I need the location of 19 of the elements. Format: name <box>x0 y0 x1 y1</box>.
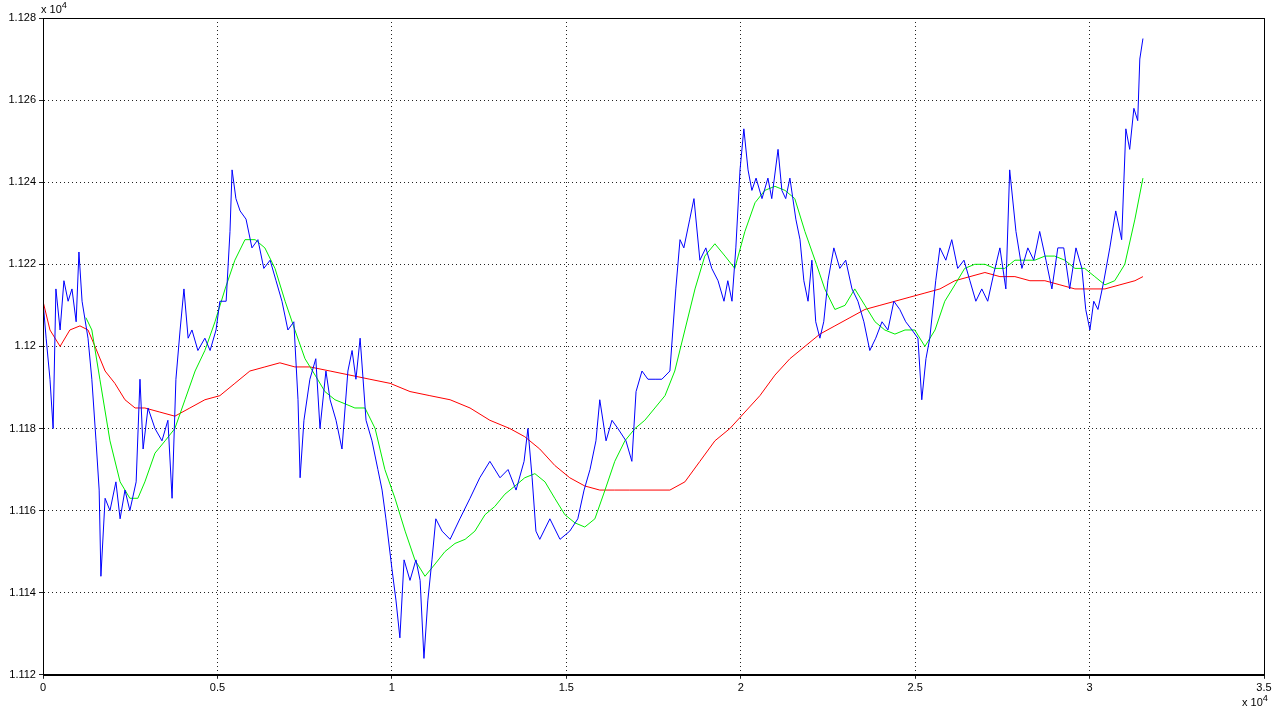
x-tick-label: 2.5 <box>907 681 923 694</box>
x-tick-label: 1 <box>388 681 395 694</box>
y-tick-label: 1.118 <box>9 421 36 434</box>
y-tick-label: 1.122 <box>8 257 36 270</box>
text: x 10$^{4}$ <box>1242 692 1268 708</box>
y-tick-label: 1.126 <box>8 93 36 106</box>
y-tick-label: 1.114 <box>9 585 36 598</box>
y-tick-label: 1.12 <box>14 339 36 352</box>
x-tick-label: 0.5 <box>209 681 226 694</box>
x-tick-label: 3 <box>1086 681 1093 694</box>
text: x 10$^{4}$ <box>41 0 67 15</box>
x-tick-label: 2 <box>737 681 744 694</box>
y-tick-label: 1.112 <box>9 667 36 680</box>
y-tick-label: 1.116 <box>9 503 36 516</box>
y-tick-label: 1.128 <box>8 11 36 24</box>
x-tick-label: 3.5 <box>1256 681 1272 694</box>
x-tick-label: 0 <box>39 681 47 694</box>
y-tick-label: 1.124 <box>8 175 36 188</box>
x-tick-label: 1.5 <box>558 681 574 694</box>
